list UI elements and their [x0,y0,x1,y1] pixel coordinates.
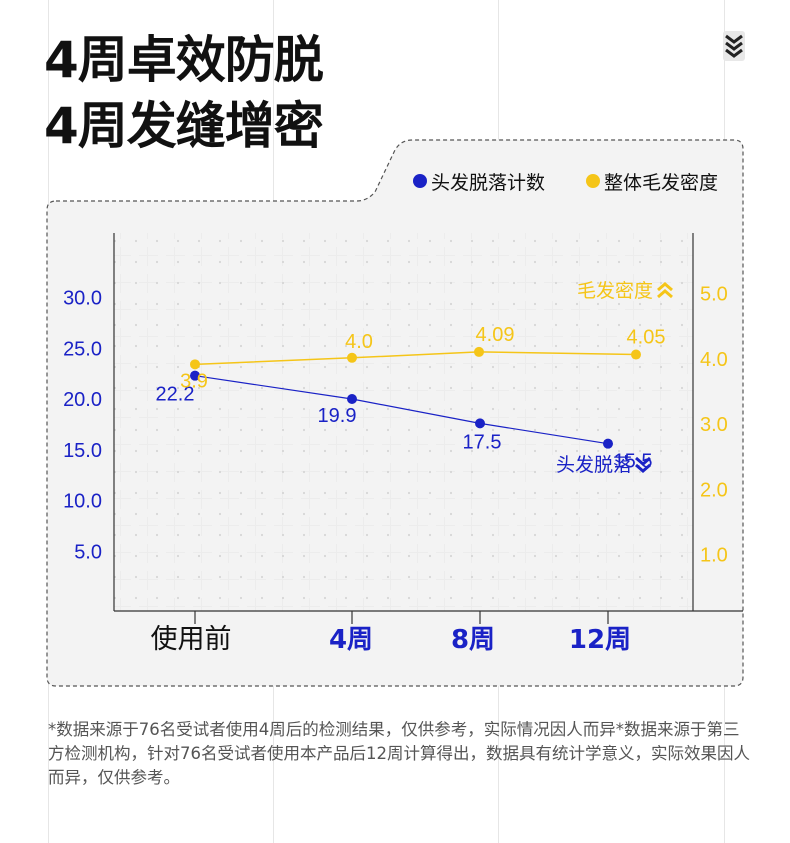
y-right-tick-label: 5.0 [700,284,728,306]
chevron-down-icon [635,463,651,473]
y-left-tick-label: 15.0 [63,440,102,462]
point-density-0 [190,359,200,370]
chevron-up-icon [657,289,673,299]
legend-density: 整体毛发密度 [586,168,718,194]
point-density-3 [631,349,641,360]
x-category-label-2: 8周 [451,625,495,655]
point-hair-loss-2 [475,418,485,429]
double-chevron-down-icon [635,456,651,473]
legend-label-density: 整体毛发密度 [604,171,719,194]
legend-dot-density [586,174,600,188]
y-right-tick-label: 2.0 [700,479,728,501]
y-right-tick-label: 4.0 [700,349,728,371]
y-left-tick-label: 20.0 [63,389,102,411]
data-label-hair-loss-2: 17.5 [463,431,502,453]
data-label-density-0: 3.9 [180,370,208,392]
x-category-label-1: 4周 [329,625,373,655]
data-label-hair-loss-1: 19.9 [318,405,357,427]
page-title: 4周卓效防脱 [44,31,324,89]
series-line-density [194,351,637,366]
data-label-density-2: 4.09 [476,324,515,346]
footnote: *数据来源于76名受试者使用4周后的检测结果，仅供参考，实际情况因人而异*数据来… [48,720,750,787]
y-right-tick-label: 3.0 [700,414,728,436]
double-chevron-up-icon [657,282,673,299]
point-hair-loss-3 [603,438,613,449]
y-left-tick-label: 30.0 [63,288,102,310]
legend-dot-hair-loss [413,174,427,188]
annotation-hair-loss: 头发脱落 [556,454,632,476]
y-left-tick-label: 10.0 [63,491,102,513]
data-label-density-1: 4.0 [345,331,373,353]
data-label-hair-loss-0: 22.2 [156,384,195,406]
y-right-tick-label: 1.0 [700,545,728,567]
data-label-hair-loss-3: 15.5 [614,451,653,473]
annotation-density: 毛发密度 [577,280,653,302]
legend-hair-loss: 头发脱落计数 [413,168,545,194]
page-subtitle: 4周发缝增密 [44,97,324,155]
y-left-tick-label: 5.0 [74,541,102,563]
point-hair-loss-1 [347,394,357,405]
x-category-label-3: 12周 [569,625,631,655]
triple-chevron-down-icon [723,31,745,61]
chevron-up-icon [657,282,673,292]
y-left-tick-label: 25.0 [63,338,102,360]
series-line-hair-loss [194,375,609,445]
legend-label-hair-loss: 头发脱落计数 [431,171,546,194]
data-label-density-3: 4.05 [627,327,666,349]
x-category-label-0: 使用前 [151,624,232,655]
chevron-down-icon [635,456,651,466]
point-hair-loss-0 [190,370,200,381]
point-density-1 [347,352,357,363]
point-density-2 [474,346,484,357]
